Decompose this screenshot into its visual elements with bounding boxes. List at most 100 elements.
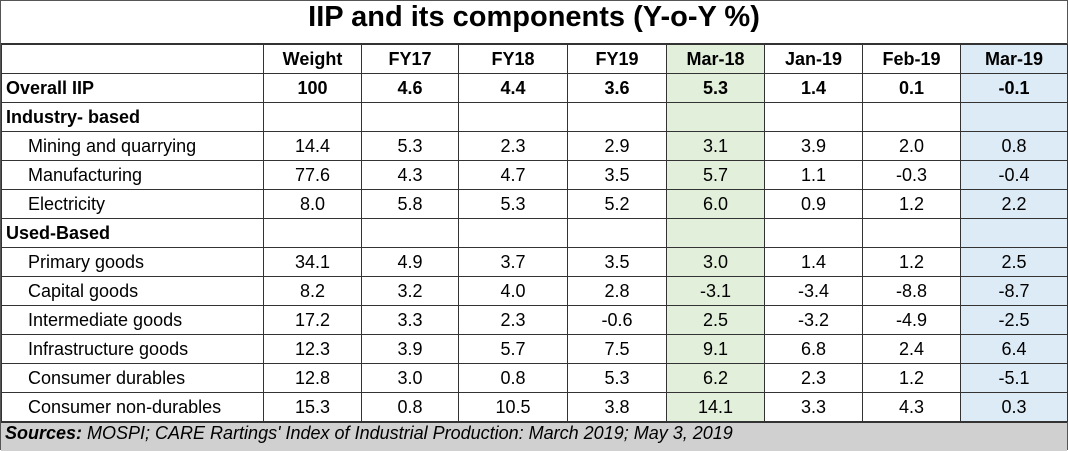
cell-weight bbox=[263, 102, 362, 132]
cell-feb-19: -0.3 bbox=[862, 160, 961, 190]
column-header-weight: Weight bbox=[263, 44, 362, 74]
cell-weight: 12.3 bbox=[263, 334, 362, 364]
table-row: Infrastructure goods 12.3 3.9 5.7 7.5 9.1 6.8 2… bbox=[1, 334, 1068, 364]
cell-mar-18 bbox=[666, 218, 765, 248]
cell-feb-19: 1.2 bbox=[862, 363, 961, 393]
cell-weight: 8.2 bbox=[263, 276, 362, 306]
table-row: Consumer durables 12.8 3.0 0.8 5.3 6.2 2.3 1.2-… bbox=[1, 363, 1068, 393]
section-row: Used-Based bbox=[1, 218, 1068, 248]
cell-fy18: 4.4 bbox=[458, 73, 568, 103]
cell-mar-18: 5.3 bbox=[666, 73, 765, 103]
table-row: Electricity 8.0 5.8 5.3 5.2 6.0 0.9 1.2 2.2 bbox=[1, 189, 1068, 219]
cell-mar-19: 2.2 bbox=[960, 189, 1068, 219]
cell-mar-18: 6.2 bbox=[666, 363, 765, 393]
cell-fy19: 3.5 bbox=[567, 247, 667, 277]
row-label: Manufacturing bbox=[1, 160, 264, 190]
cell-weight: 100 bbox=[263, 73, 362, 103]
cell-fy17: 5.8 bbox=[361, 189, 459, 219]
cell-jan-19: 6.8 bbox=[764, 334, 863, 364]
cell-jan-19: 1.4 bbox=[764, 73, 863, 103]
cell-fy19: 3.5 bbox=[567, 160, 667, 190]
cell-fy19: 3.8 bbox=[567, 392, 667, 422]
sources-text: MOSPI; CARE Rartings' Index of Industria… bbox=[82, 423, 733, 443]
table-row: Capital goods 8.2 3.2 4.0 2.8 -3.1 -3.4 -8.8 -8.… bbox=[1, 276, 1068, 306]
cell-fy18: 2.3 bbox=[458, 131, 568, 161]
cell-fy18: 0.8 bbox=[458, 363, 568, 393]
cell-fy18 bbox=[458, 218, 568, 248]
cell-mar-19: -2.5 bbox=[960, 305, 1068, 335]
cell-fy17: 5.3 bbox=[361, 131, 459, 161]
row-label: Infrastructure goods bbox=[1, 334, 264, 364]
header-blank bbox=[1, 44, 264, 74]
iip-table: Weight FY17 FY18 FY19 Mar-18 Jan-19 Feb-19 Mar-… bbox=[1, 44, 1068, 422]
cell-weight bbox=[263, 218, 362, 248]
cell-mar-19: -0.4 bbox=[960, 160, 1068, 190]
cell-fy19: 3.6 bbox=[567, 73, 667, 103]
cell-mar-19: -8.7 bbox=[960, 276, 1068, 306]
cell-fy19: 7.5 bbox=[567, 334, 667, 364]
cell-mar-19: -5.1 bbox=[960, 363, 1068, 393]
cell-jan-19: 1.4 bbox=[764, 247, 863, 277]
cell-fy18: 4.0 bbox=[458, 276, 568, 306]
column-header-jan-19: Jan-19 bbox=[764, 44, 863, 74]
cell-fy17: 0.8 bbox=[361, 392, 459, 422]
cell-fy19 bbox=[567, 218, 667, 248]
cell-mar-19: 2.5 bbox=[960, 247, 1068, 277]
cell-feb-19: -8.8 bbox=[862, 276, 961, 306]
cell-jan-19: -3.4 bbox=[764, 276, 863, 306]
sources-label: Sources: bbox=[5, 423, 83, 443]
row-label: Electricity bbox=[1, 189, 264, 219]
cell-weight: 12.8 bbox=[263, 363, 362, 393]
row-label: Mining and quarrying bbox=[1, 131, 264, 161]
cell-mar-19: 6.4 bbox=[960, 334, 1068, 364]
cell-mar-19: 0.8 bbox=[960, 131, 1068, 161]
cell-weight: 34.1 bbox=[263, 247, 362, 277]
cell-jan-19: 2.3 bbox=[764, 363, 863, 393]
cell-fy17: 3.2 bbox=[361, 276, 459, 306]
table-title: IIP and its components (Y-o-Y %) bbox=[1, 1, 1067, 44]
cell-mar-18: 6.0 bbox=[666, 189, 765, 219]
cell-fy17 bbox=[361, 102, 459, 132]
cell-fy18: 2.3 bbox=[458, 305, 568, 335]
cell-feb-19: 2.0 bbox=[862, 131, 961, 161]
cell-mar-19 bbox=[960, 102, 1068, 132]
row-label: Intermediate goods bbox=[1, 305, 264, 335]
column-header-fy18: FY18 bbox=[458, 44, 568, 74]
cell-fy17: 4.6 bbox=[361, 73, 459, 103]
cell-fy19: 2.9 bbox=[567, 131, 667, 161]
cell-fy19: 2.8 bbox=[567, 276, 667, 306]
cell-fy18: 5.3 bbox=[458, 189, 568, 219]
cell-fy19: 5.3 bbox=[567, 363, 667, 393]
cell-mar-18: 14.1 bbox=[666, 392, 765, 422]
cell-jan-19: 1.1 bbox=[764, 160, 863, 190]
cell-jan-19: 3.3 bbox=[764, 392, 863, 422]
row-label: Industry- based bbox=[1, 102, 264, 132]
column-header-mar-19: Mar-19 bbox=[960, 44, 1068, 74]
cell-fy17 bbox=[361, 218, 459, 248]
table-row: Manufacturing 77.6 4.3 4.7 3.5 5.7 1.1 -0.3 -0.4 bbox=[1, 160, 1068, 190]
cell-weight: 17.2 bbox=[263, 305, 362, 335]
cell-fy18: 3.7 bbox=[458, 247, 568, 277]
cell-mar-18: 5.7 bbox=[666, 160, 765, 190]
cell-jan-19 bbox=[764, 218, 863, 248]
cell-mar-18: 3.0 bbox=[666, 247, 765, 277]
cell-fy17: 4.9 bbox=[361, 247, 459, 277]
cell-mar-18 bbox=[666, 102, 765, 132]
cell-feb-19: -4.9 bbox=[862, 305, 961, 335]
table-row: Intermediate goods 17.2 3.3 2.3 -0.6 2.5 -3.2-… bbox=[1, 305, 1068, 335]
cell-jan-19: 0.9 bbox=[764, 189, 863, 219]
column-header-feb-19: Feb-19 bbox=[862, 44, 961, 74]
cell-feb-19: 2.4 bbox=[862, 334, 961, 364]
cell-feb-19: 0.1 bbox=[862, 73, 961, 103]
cell-fy17: 3.0 bbox=[361, 363, 459, 393]
cell-fy18: 4.7 bbox=[458, 160, 568, 190]
cell-fy18 bbox=[458, 102, 568, 132]
cell-fy17: 3.3 bbox=[361, 305, 459, 335]
row-label: Capital goods bbox=[1, 276, 264, 306]
cell-weight: 8.0 bbox=[263, 189, 362, 219]
row-label: Used-Based bbox=[1, 218, 264, 248]
row-label: Primary goods bbox=[1, 247, 264, 277]
cell-jan-19: 3.9 bbox=[764, 131, 863, 161]
cell-fy17: 3.9 bbox=[361, 334, 459, 364]
